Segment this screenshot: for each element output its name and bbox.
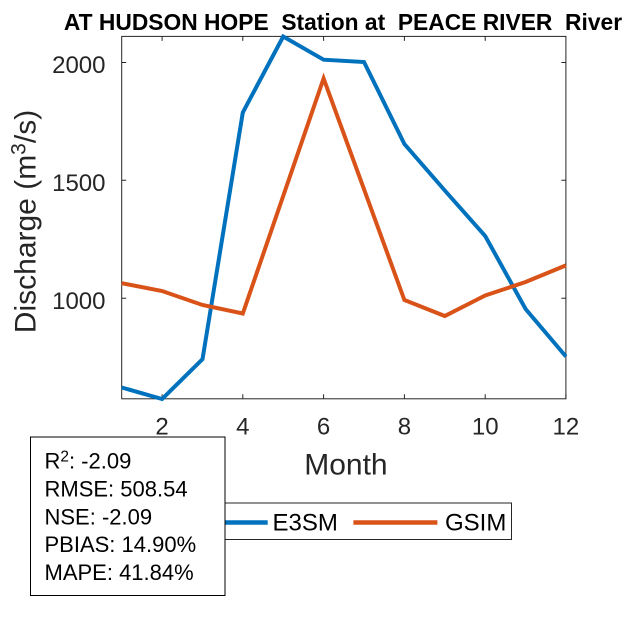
svg-text:12: 12: [553, 414, 580, 441]
svg-text:GSIM: GSIM: [445, 510, 506, 537]
svg-text:2000: 2000: [52, 52, 105, 79]
svg-text:1000: 1000: [52, 288, 105, 315]
svg-text:Month: Month: [304, 448, 387, 481]
svg-text:AT HUDSON HOPE Station at PE: AT HUDSON HOPE Station at PEACE RIVER Ri…: [64, 9, 622, 35]
svg-text:6: 6: [317, 414, 330, 441]
svg-text:4: 4: [236, 414, 249, 441]
svg-text:NSE: -2.09: NSE: -2.09: [45, 504, 153, 529]
svg-text:2: 2: [155, 414, 168, 441]
svg-text:MAPE: 41.84%: MAPE: 41.84%: [45, 560, 194, 585]
svg-text:RMSE: 508.54: RMSE: 508.54: [45, 477, 188, 502]
svg-text:E3SM: E3SM: [273, 510, 338, 537]
svg-text:10: 10: [472, 414, 499, 441]
svg-text:8: 8: [398, 414, 411, 441]
svg-text:R2: -2.09: R2: -2.09: [45, 449, 132, 474]
svg-text:1500: 1500: [52, 170, 105, 197]
svg-text:PBIAS: 14.90%: PBIAS: 14.90%: [45, 532, 197, 557]
svg-text:Discharge (m3/s): Discharge (m3/s): [8, 110, 43, 333]
